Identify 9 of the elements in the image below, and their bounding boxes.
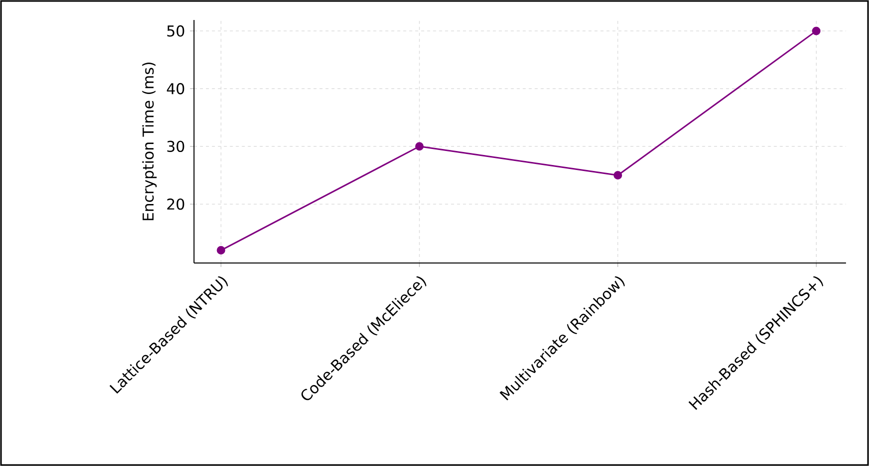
point — [614, 171, 622, 180]
point — [812, 26, 820, 36]
y-tick-label: 40 — [166, 83, 184, 94]
point — [216, 246, 226, 255]
y-tick-label: 50 — [167, 25, 184, 37]
point — [415, 142, 424, 151]
y-tick-label: 20 — [167, 198, 184, 210]
y-axis-title: Encryption Time (ms) — [142, 62, 157, 220]
y-tick-label: 30 — [167, 140, 184, 152]
